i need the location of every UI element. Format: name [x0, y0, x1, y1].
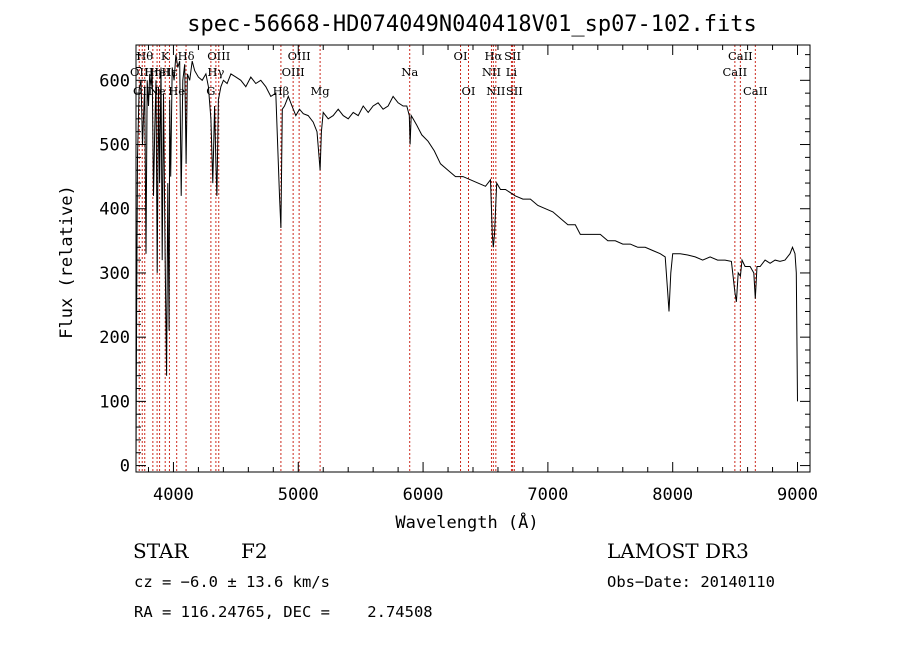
line-label-27: CaII: [728, 49, 753, 63]
y-tick-label-2: 200: [99, 328, 130, 348]
line-label-14: OIII: [282, 65, 305, 79]
line-label-21: Hα: [484, 49, 502, 63]
x-tick-label-3: 7000: [527, 485, 568, 505]
line-label-26: CaII: [722, 65, 747, 79]
line-label-5: HeI: [149, 65, 170, 79]
line-label-25: SII: [506, 84, 523, 98]
x-tick-label-4: 8000: [652, 485, 693, 505]
line-label-10: G: [206, 84, 215, 98]
line-label-2: Hθ: [136, 49, 153, 63]
x-tick-label-1: 5000: [278, 485, 319, 505]
spectrum-line: [135, 54, 798, 466]
line-label-20: NII: [482, 65, 501, 79]
line-label-1: OII: [133, 84, 152, 98]
chart-title: spec-56668-HD074049N040418V01_sp07-102.f…: [187, 12, 757, 37]
line-label-19: OI: [462, 84, 476, 98]
y-tick-label-4: 400: [99, 200, 130, 220]
spectral-subclass: F2: [241, 539, 268, 563]
line-label-7: Hε: [161, 65, 177, 79]
axis-ticks: 4000 5000 6000 7000 8000 9000 0 100 200 300 400 500…: [99, 45, 818, 505]
line-label-16: Mg: [311, 84, 331, 98]
line-label-23: Li: [506, 65, 518, 79]
x-tick-label-5: 9000: [777, 485, 818, 505]
y-tick-label-3: 300: [99, 264, 130, 284]
line-label-22: NII: [486, 84, 505, 98]
coordinates: RA = 116.24765, DEC = 2.74508: [134, 603, 433, 621]
line-label-3: Hη: [144, 65, 161, 79]
redshift-cz: cz = −6.0 ± 13.6 km/s: [134, 573, 330, 591]
y-tick-label-0: 0: [120, 457, 130, 477]
line-label-12: OIII: [207, 49, 230, 63]
line-label-18: OI: [454, 49, 468, 63]
line-label-24: SII: [504, 49, 521, 63]
line-label-11: Hγ: [207, 65, 224, 79]
observation-date: Obs−Date: 20140110: [607, 573, 775, 591]
y-axis-label: Flux (relative): [57, 185, 77, 339]
line-label-28: CaII: [743, 84, 768, 98]
x-axis-label: Wavelength (Å): [395, 511, 538, 533]
object-type: STAR: [133, 539, 189, 563]
y-tick-label-6: 600: [99, 71, 130, 91]
line-label-15: OIII: [288, 49, 311, 63]
line-label-4: Ne: [149, 84, 166, 98]
line-label-8: He: [168, 84, 185, 98]
line-label-13: Hβ: [273, 84, 290, 98]
line-label-9: Hδ: [178, 49, 195, 63]
line-label-6: K: [161, 49, 170, 63]
plot-frame: [135, 44, 811, 473]
x-tick-label-0: 4000: [153, 485, 194, 505]
y-tick-label-5: 500: [99, 136, 130, 156]
y-tick-label-1: 100: [99, 392, 130, 412]
x-tick-label-2: 6000: [403, 485, 444, 505]
line-label-0: OII: [130, 65, 149, 79]
survey-name: LAMOST DR3: [607, 539, 749, 563]
spectral-line-markers: [138, 45, 756, 472]
spectral-line-labels: OII OII Hθ Hη Ne HeI K Hε He Hδ G Hγ OIII Hβ OIII OIII M…: [130, 49, 768, 98]
line-label-17: Na: [401, 65, 418, 79]
